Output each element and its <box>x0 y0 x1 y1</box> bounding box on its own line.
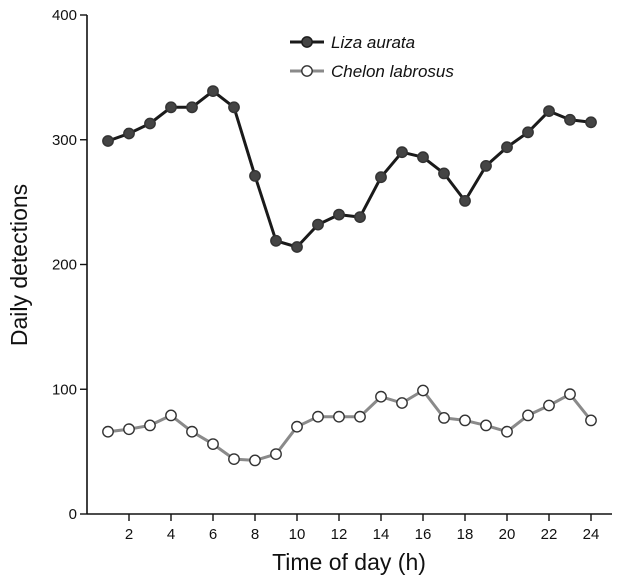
legend-item-liza-aurata: Liza aurata <box>290 33 415 52</box>
y-tick-label: 100 <box>52 381 77 398</box>
data-point-liza-aurata <box>396 146 408 159</box>
data-point-liza-aurata <box>354 211 366 224</box>
series-line-liza-aurata <box>107 89 592 249</box>
data-point-liza-aurata <box>165 101 177 114</box>
data-point-liza-aurata <box>144 117 156 130</box>
data-point-chelon-labrosus <box>417 384 429 397</box>
x-tick-label: 24 <box>583 526 600 543</box>
data-point-chelon-labrosus <box>207 438 219 450</box>
legend-label-liza-aurata: Liza aurata <box>331 33 415 52</box>
x-tick-label: 4 <box>167 526 175 543</box>
data-point-liza-aurata <box>501 141 513 154</box>
series-line-chelon-labrosus <box>107 389 593 462</box>
legend-item-chelon-labrosus: Chelon labrosus <box>290 62 454 81</box>
data-point-liza-aurata <box>438 167 450 180</box>
data-point-chelon-labrosus <box>165 409 177 422</box>
legend: Liza aurata Chelon labrosus <box>290 33 454 81</box>
data-point-liza-aurata <box>207 85 219 98</box>
data-point-chelon-labrosus <box>585 414 597 427</box>
axes <box>86 15 612 515</box>
y-tick-label: 300 <box>52 132 77 149</box>
data-point-chelon-labrosus <box>375 390 387 403</box>
legend-marker-liza-aurata <box>301 36 313 48</box>
data-point-liza-aurata <box>375 171 387 184</box>
x-tick-label: 2 <box>125 526 133 543</box>
data-point-liza-aurata <box>459 194 471 207</box>
x-tick-label: 8 <box>251 526 259 543</box>
data-point-liza-aurata <box>333 208 345 221</box>
data-point-liza-aurata <box>102 135 114 147</box>
data-point-liza-aurata <box>228 101 240 114</box>
data-point-chelon-labrosus <box>480 419 492 432</box>
x-tick-label: 12 <box>331 526 348 543</box>
data-point-liza-aurata <box>543 105 555 118</box>
x-tick-label: 20 <box>499 526 516 543</box>
data-point-liza-aurata <box>249 169 261 182</box>
data-point-chelon-labrosus <box>501 425 513 438</box>
data-point-chelon-labrosus <box>228 453 240 465</box>
data-point-liza-aurata <box>123 127 135 140</box>
data-point-chelon-labrosus <box>312 410 324 423</box>
x-tick-label: 14 <box>373 526 390 543</box>
data-point-chelon-labrosus <box>249 454 261 467</box>
data-point-chelon-labrosus <box>333 410 345 423</box>
data-point-liza-aurata <box>186 101 198 114</box>
data-point-chelon-labrosus <box>270 448 282 460</box>
data-point-chelon-labrosus <box>522 409 534 422</box>
data-point-chelon-labrosus <box>123 423 135 436</box>
x-tick-label: 10 <box>289 526 306 543</box>
x-axis-title: Time of day (h) <box>272 549 426 575</box>
y-tick-label: 200 <box>52 257 77 274</box>
x-tick-label: 18 <box>457 526 474 543</box>
data-point-liza-aurata <box>291 241 303 253</box>
legend-marker-chelon-labrosus <box>301 65 313 77</box>
data-point-chelon-labrosus <box>291 420 303 433</box>
series-liza-aurata <box>102 85 597 253</box>
series-layer <box>102 85 597 467</box>
data-point-chelon-labrosus <box>438 411 450 424</box>
y-tick-label: 400 <box>52 7 77 24</box>
data-point-chelon-labrosus <box>396 397 408 409</box>
data-point-chelon-labrosus <box>354 410 366 423</box>
data-point-liza-aurata <box>585 116 597 129</box>
data-point-chelon-labrosus <box>144 419 156 432</box>
data-point-liza-aurata <box>480 159 492 172</box>
x-tick-label: 6 <box>209 526 217 543</box>
series-chelon-labrosus <box>102 384 597 467</box>
data-point-liza-aurata <box>564 113 576 126</box>
x-tick-label: 22 <box>541 526 558 543</box>
y-axis-title: Daily detections <box>6 184 32 346</box>
y-tick-label: 0 <box>69 506 77 523</box>
data-point-chelon-labrosus <box>564 388 576 401</box>
x-tick-label: 16 <box>415 526 432 543</box>
data-point-liza-aurata <box>270 234 282 247</box>
data-point-chelon-labrosus <box>102 425 114 438</box>
data-point-liza-aurata <box>522 126 534 139</box>
data-point-liza-aurata <box>312 218 324 231</box>
legend-label-chelon-labrosus: Chelon labrosus <box>331 62 454 81</box>
data-point-chelon-labrosus <box>459 414 471 427</box>
data-point-chelon-labrosus <box>543 399 555 412</box>
data-point-liza-aurata <box>417 151 429 164</box>
data-point-chelon-labrosus <box>186 425 198 438</box>
